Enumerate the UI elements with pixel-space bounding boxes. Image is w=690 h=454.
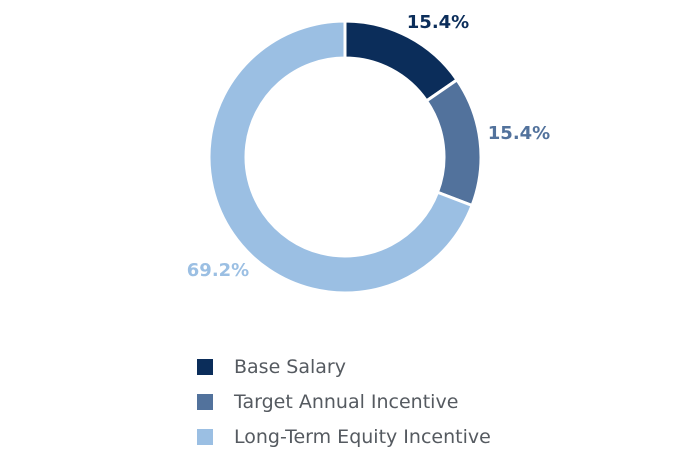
donut-slice-target-annual-incentive <box>424 77 483 208</box>
donut-slices <box>207 19 483 295</box>
slice-label-long-term-equity-incentive: 69.2% <box>187 260 249 281</box>
legend-item-target-annual-incentive: Target Annual Incentive <box>197 384 491 419</box>
legend-item-long-term-equity-incentive: Long-Term Equity Incentive <box>197 419 491 454</box>
legend-swatch-target-annual-incentive <box>197 393 213 410</box>
slice-label-base-salary: 15.4% <box>407 12 469 33</box>
donut-slice-long-term-equity-incentive <box>207 19 475 295</box>
chart-legend: Base Salary Target Annual Incentive Long… <box>197 349 491 454</box>
legend-swatch-long-term-equity-incentive <box>197 428 213 445</box>
donut-chart: 15.4% 15.4% 69.2% <box>187 12 550 295</box>
legend-label-long-term-equity-incentive: Long-Term Equity Incentive <box>234 425 491 448</box>
legend-swatch-base-salary <box>197 358 213 375</box>
slice-label-target-annual-incentive: 15.4% <box>488 123 550 144</box>
legend-item-base-salary: Base Salary <box>197 349 491 384</box>
legend-label-base-salary: Base Salary <box>234 355 346 378</box>
donut-labels: 15.4% 15.4% 69.2% <box>187 12 550 281</box>
legend-label-target-annual-incentive: Target Annual Incentive <box>234 390 459 413</box>
donut-chart-svg: 15.4% 15.4% 69.2% <box>187 12 550 295</box>
